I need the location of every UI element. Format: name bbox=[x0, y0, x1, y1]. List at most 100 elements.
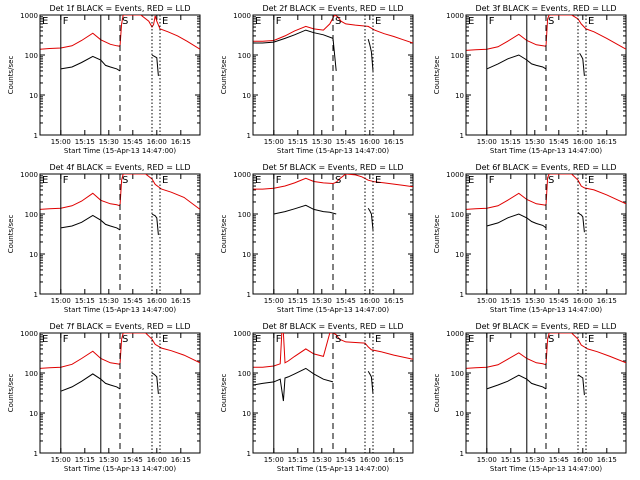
x-tick-label: 15:15 bbox=[501, 297, 521, 305]
y-tick-label: 1 bbox=[460, 132, 464, 140]
x-tick-label: 16:15 bbox=[171, 138, 191, 146]
x-tick-label: 16:00 bbox=[573, 456, 593, 464]
series-events-post-gap- bbox=[577, 374, 585, 396]
series-events bbox=[273, 204, 337, 215]
marker-label: E bbox=[162, 334, 168, 345]
x-tick-label: 16:15 bbox=[597, 456, 617, 464]
marker-label: F bbox=[276, 16, 282, 27]
y-axis-label: Counts/sec bbox=[220, 56, 228, 95]
y-tick-label: 100 bbox=[238, 211, 251, 219]
x-axis-label: Start Time (15-Apr-13 14:47:00) bbox=[277, 465, 389, 473]
x-tick-label: 15:00 bbox=[51, 456, 71, 464]
x-tick-label: 15:30 bbox=[99, 297, 119, 305]
series-lld bbox=[40, 15, 200, 50]
marker-label: E bbox=[468, 175, 474, 186]
series-lld bbox=[253, 15, 413, 44]
panel-det-6: Det 6f BLACK = Events, RED = LLD 1 10 100 10… bbox=[433, 163, 627, 314]
y-tick-label: 1 bbox=[460, 450, 464, 458]
x-tick-label: 15:00 bbox=[264, 456, 284, 464]
series-lld bbox=[40, 333, 200, 369]
panel-title: Det 8f BLACK = Events, RED = LLD bbox=[262, 322, 403, 331]
series-events bbox=[60, 55, 121, 72]
y-tick-label: 10 bbox=[242, 92, 251, 100]
y-tick-label: 100 bbox=[25, 211, 38, 219]
series-events-post-gap- bbox=[367, 207, 374, 230]
panel-det-5: Det 5f BLACK = Events, RED = LLD 1 10 100 10… bbox=[220, 163, 414, 314]
marker-label: E bbox=[468, 334, 474, 345]
panel-title: Det 2f BLACK = Events, RED = LLD bbox=[262, 4, 403, 13]
marker-label: E bbox=[255, 16, 261, 27]
y-tick-label: 1 bbox=[34, 450, 38, 458]
y-tick-label: 1000 bbox=[233, 171, 251, 179]
series-events bbox=[486, 374, 547, 390]
marker-label: E bbox=[588, 334, 594, 345]
marker-label: S bbox=[548, 334, 554, 345]
y-tick-label: 10 bbox=[455, 92, 464, 100]
y-tick-label: 1 bbox=[460, 291, 464, 299]
x-tick-label: 15:15 bbox=[501, 138, 521, 146]
series-lld bbox=[40, 174, 200, 210]
marker-label: S bbox=[335, 334, 341, 345]
x-tick-label: 15:00 bbox=[264, 297, 284, 305]
x-tick-label: 15:15 bbox=[501, 456, 521, 464]
marker-label: E bbox=[42, 334, 48, 345]
y-tick-label: 100 bbox=[451, 370, 464, 378]
panel-det-3: Det 3f BLACK = Events, RED = LLD 1 10 100 10… bbox=[433, 4, 627, 155]
y-tick-label: 100 bbox=[451, 52, 464, 60]
marker-label: F bbox=[63, 175, 69, 186]
x-axis-label: Start Time (15-Apr-13 14:47:00) bbox=[490, 306, 602, 314]
marker-label: F bbox=[489, 334, 495, 345]
y-tick-label: 100 bbox=[238, 370, 251, 378]
panel-title: Det 1f BLACK = Events, RED = LLD bbox=[49, 4, 190, 13]
series-events-post-gap- bbox=[577, 211, 585, 233]
marker-label: S bbox=[122, 334, 128, 345]
marker-label: S bbox=[122, 175, 128, 186]
marker-label: E bbox=[588, 175, 594, 186]
x-tick-label: 15:45 bbox=[549, 138, 569, 146]
series-group bbox=[253, 333, 413, 402]
y-tick-label: 10 bbox=[29, 92, 38, 100]
series-events bbox=[486, 54, 547, 70]
x-tick-label: 15:45 bbox=[549, 297, 569, 305]
x-tick-label: 15:30 bbox=[312, 297, 332, 305]
x-tick-label: 15:45 bbox=[549, 456, 569, 464]
y-axis-label: Counts/sec bbox=[7, 215, 15, 254]
series-group bbox=[253, 174, 413, 230]
y-axis-label: Counts/sec bbox=[433, 374, 441, 413]
x-tick-label: 15:00 bbox=[477, 456, 497, 464]
marker-label: E bbox=[42, 175, 48, 186]
panel-det-4: Det 4f BLACK = Events, RED = LLD 1 10 100 10… bbox=[7, 163, 201, 314]
x-tick-label: 16:00 bbox=[573, 138, 593, 146]
x-tick-label: 15:15 bbox=[75, 456, 95, 464]
x-tick-label: 16:15 bbox=[597, 138, 617, 146]
marker-label: E bbox=[255, 334, 261, 345]
y-tick-label: 1 bbox=[34, 132, 38, 140]
x-tick-label: 15:15 bbox=[288, 138, 308, 146]
marker-label: E bbox=[375, 334, 381, 345]
y-tick-label: 1000 bbox=[446, 330, 464, 338]
y-tick-label: 1 bbox=[34, 291, 38, 299]
x-tick-label: 15:15 bbox=[75, 138, 95, 146]
marker-label: S bbox=[548, 16, 554, 27]
x-tick-label: 15:30 bbox=[99, 138, 119, 146]
y-axis-label: Counts/sec bbox=[433, 56, 441, 95]
marker-label: S bbox=[122, 16, 128, 27]
y-tick-label: 100 bbox=[451, 211, 464, 219]
marker-label: E bbox=[375, 175, 381, 186]
panel-title: Det 7f BLACK = Events, RED = LLD bbox=[49, 322, 190, 331]
y-tick-label: 100 bbox=[25, 52, 38, 60]
panel-det-9: Det 9f BLACK = Events, RED = LLD 1 10 100 10… bbox=[433, 322, 627, 473]
marker-label: F bbox=[63, 16, 69, 27]
y-tick-label: 1 bbox=[247, 291, 251, 299]
y-tick-label: 10 bbox=[242, 410, 251, 418]
marker-label: F bbox=[276, 334, 282, 345]
series-events-post-gap- bbox=[151, 372, 159, 394]
x-axis-label: Start Time (15-Apr-13 14:47:00) bbox=[277, 306, 389, 314]
x-tick-label: 15:30 bbox=[525, 138, 545, 146]
x-axis-label: Start Time (15-Apr-13 14:47:00) bbox=[64, 306, 176, 314]
x-tick-label: 15:30 bbox=[312, 138, 332, 146]
x-tick-label: 16:00 bbox=[360, 138, 380, 146]
x-tick-label: 15:00 bbox=[51, 138, 71, 146]
x-tick-label: 16:15 bbox=[171, 297, 191, 305]
series-events bbox=[60, 373, 121, 392]
